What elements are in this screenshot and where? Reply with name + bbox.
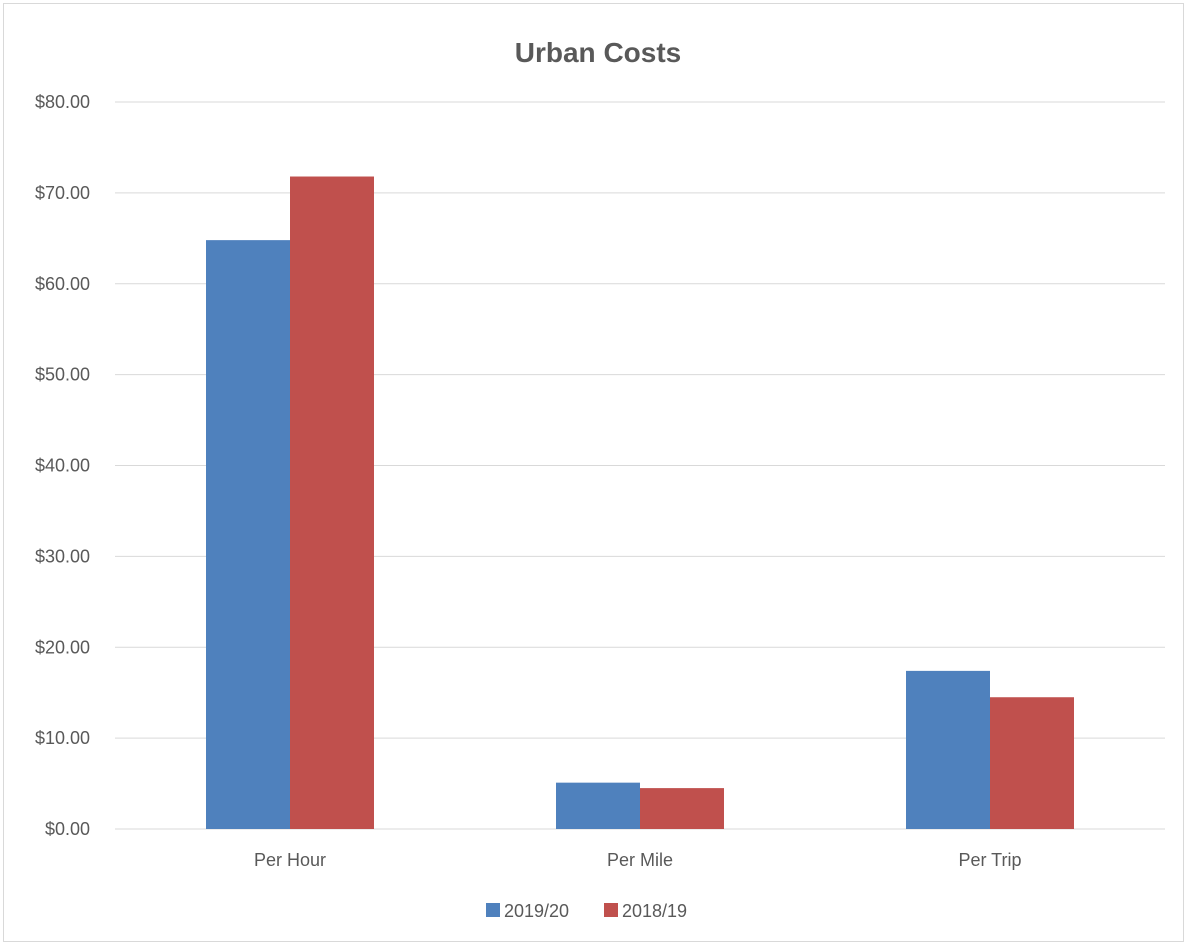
legend-swatch: [604, 903, 618, 917]
bars: [206, 176, 1074, 829]
bar: [290, 176, 374, 829]
bar: [206, 240, 290, 829]
legend: 2019/20 2018/19: [486, 901, 687, 921]
y-tick-label: $30.00: [35, 546, 90, 566]
y-tick-label: $40.00: [35, 456, 90, 476]
y-axis-tick-labels: $0.00 $10.00 $20.00 $30.00 $40.00 $50.00 $60.0…: [35, 92, 90, 839]
x-tick-label: Per Hour: [254, 850, 326, 870]
legend-label: 2019/20: [504, 901, 569, 921]
y-tick-label: $10.00: [35, 728, 90, 748]
chart-title: Urban Costs: [515, 37, 681, 68]
y-tick-label: $50.00: [35, 365, 90, 385]
bar: [906, 670, 990, 829]
bar: [990, 697, 1074, 829]
chart-frame: Urban Costs $0.00 $10.00 $20.00 $30.00 $40.0…: [3, 3, 1184, 942]
y-tick-label: $60.00: [35, 274, 90, 294]
bar: [640, 788, 724, 829]
x-tick-label: Per Trip: [958, 850, 1021, 870]
y-tick-label: $20.00: [35, 637, 90, 657]
y-tick-label: $70.00: [35, 183, 90, 203]
legend-label: 2018/19: [622, 901, 687, 921]
bar: [556, 782, 640, 829]
legend-swatch: [486, 903, 500, 917]
x-axis-tick-labels: Per Hour Per Mile Per Trip: [254, 850, 1022, 870]
y-tick-label: $80.00: [35, 92, 90, 112]
x-tick-label: Per Mile: [607, 850, 673, 870]
y-tick-label: $0.00: [45, 819, 90, 839]
bar-chart: Urban Costs $0.00 $10.00 $20.00 $30.00 $40.0…: [35, 37, 1165, 921]
